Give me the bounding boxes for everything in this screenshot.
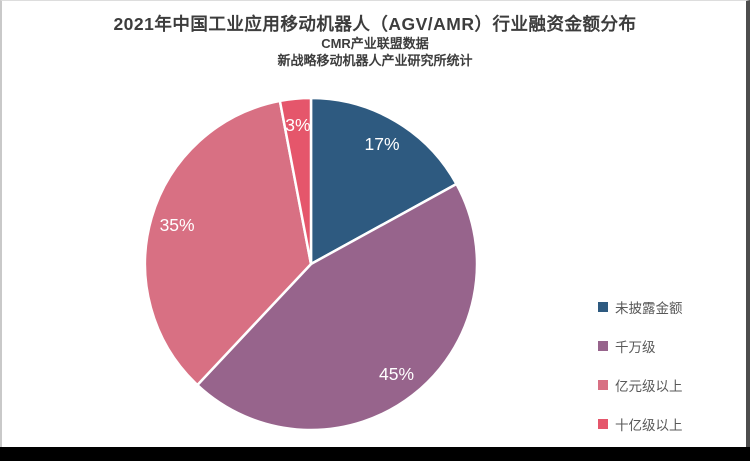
legend-label: 千万级 — [615, 340, 656, 355]
chart-header: 2021年中国工业应用移动机器人（AGV/AMR）行业融资金额分布 CMR产业联… — [0, 13, 750, 69]
legend-label: 十亿级以上 — [615, 418, 683, 433]
legend-swatch-icon — [598, 302, 608, 312]
pie-slice-label-0: 17% — [364, 134, 399, 154]
chart-subtitle-source: CMR产业联盟数据 — [321, 36, 429, 51]
pie-slice-0 — [309, 96, 458, 266]
legend-swatch-icon — [598, 380, 608, 390]
bottom-black-bar — [0, 447, 750, 461]
legend-swatch-icon — [598, 341, 608, 351]
pie-slice-3 — [278, 96, 313, 266]
legend-item-2: 亿元级以上 — [598, 375, 683, 395]
pie-slice-label-3: 3% — [285, 115, 310, 135]
legend-item-3: 十亿级以上 — [598, 414, 683, 434]
legend-item-0: 未披露金额 — [598, 297, 683, 317]
pie-slice-2 — [143, 99, 313, 387]
chart-subtitle-institute: 新战略移动机器人产业研究所统计 — [277, 53, 473, 68]
legend-label: 未披露金额 — [615, 301, 683, 316]
legend-item-1: 千万级 — [598, 336, 683, 356]
legend-swatch-icon — [598, 419, 608, 429]
pie-slice-1 — [196, 182, 479, 432]
pie-slice-label-2: 35% — [160, 215, 195, 235]
legend-label: 亿元级以上 — [615, 379, 683, 394]
pie-slice-label-1: 45% — [379, 364, 414, 384]
legend: 未披露金额千万级亿元级以上十亿级以上 — [598, 297, 683, 434]
chart-title: 2021年中国工业应用移动机器人（AGV/AMR）行业融资金额分布 — [113, 14, 637, 34]
